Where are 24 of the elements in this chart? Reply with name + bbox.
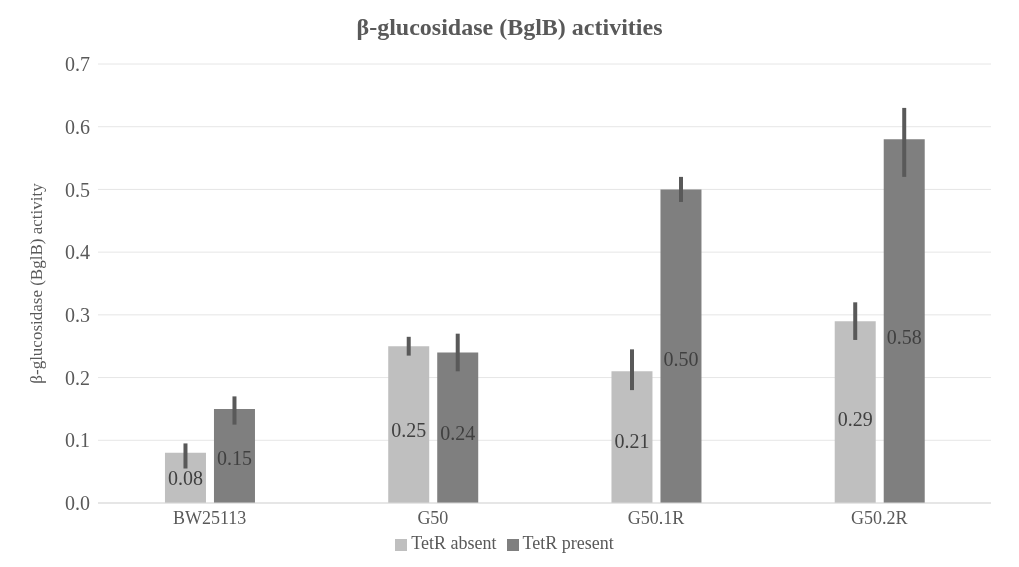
y-tick-label: 0.7 bbox=[65, 53, 90, 76]
y-tick-label: 0.4 bbox=[65, 241, 90, 264]
x-tick-label: G50 bbox=[417, 507, 449, 528]
data-label: 0.50 bbox=[663, 348, 699, 371]
y-tick-label: 0.2 bbox=[65, 366, 90, 389]
y-tick-label: 0.0 bbox=[65, 492, 90, 515]
data-label: 0.24 bbox=[440, 421, 476, 444]
legend-label: TetR absent bbox=[411, 533, 497, 553]
y-tick-label: 0.6 bbox=[65, 115, 90, 138]
y-tick-label: 0.5 bbox=[65, 178, 90, 201]
x-tick-label: G50.1R bbox=[627, 507, 685, 528]
x-tick-label: BW25113 bbox=[172, 507, 247, 528]
x-tick-label: G50.2R bbox=[851, 507, 908, 528]
data-label: 0.58 bbox=[886, 325, 922, 348]
data-label: 0.21 bbox=[614, 430, 650, 453]
legend-label: TetR present bbox=[522, 533, 614, 553]
data-label: 0.15 bbox=[216, 447, 252, 470]
data-label: 0.08 bbox=[167, 467, 203, 490]
y-tick-label: 0.1 bbox=[65, 429, 90, 452]
data-label: 0.29 bbox=[837, 407, 873, 430]
y-axis-title: β-glucosidase (BglB) activity bbox=[27, 182, 47, 384]
chart-title: β-glucosidase (BglB) activities bbox=[355, 13, 664, 42]
y-tick-label: 0.3 bbox=[65, 303, 90, 326]
data-label: 0.25 bbox=[391, 419, 427, 442]
